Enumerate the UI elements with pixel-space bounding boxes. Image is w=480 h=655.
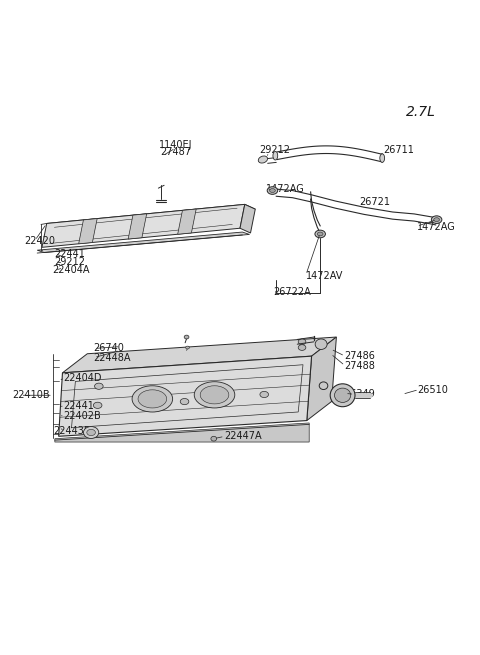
Ellipse shape <box>267 187 278 195</box>
Text: 1472AG: 1472AG <box>266 184 305 194</box>
Text: 22441: 22441 <box>63 401 94 411</box>
Ellipse shape <box>432 216 442 223</box>
Text: 22447A: 22447A <box>225 431 263 441</box>
Polygon shape <box>128 214 147 239</box>
Ellipse shape <box>138 390 167 408</box>
Text: 26510: 26510 <box>418 384 448 394</box>
Ellipse shape <box>180 398 189 405</box>
Ellipse shape <box>298 339 306 345</box>
Text: 2.7L: 2.7L <box>407 105 436 119</box>
Text: 29212: 29212 <box>259 145 290 155</box>
Ellipse shape <box>330 384 355 407</box>
Ellipse shape <box>84 426 99 438</box>
Text: 22404A: 22404A <box>52 265 90 275</box>
Text: 27487: 27487 <box>160 147 191 157</box>
Text: 27486: 27486 <box>344 351 375 361</box>
Polygon shape <box>178 209 196 234</box>
Text: 26349: 26349 <box>344 389 375 400</box>
Polygon shape <box>240 204 255 233</box>
Polygon shape <box>55 423 309 442</box>
Text: 26722A: 26722A <box>274 287 311 297</box>
Ellipse shape <box>87 430 96 436</box>
Text: 1472AG: 1472AG <box>417 222 456 233</box>
Text: 1472AV: 1472AV <box>306 271 343 281</box>
Ellipse shape <box>94 402 102 409</box>
Ellipse shape <box>380 154 384 162</box>
Ellipse shape <box>211 436 216 441</box>
Text: 26721: 26721 <box>360 197 390 208</box>
Polygon shape <box>59 356 312 436</box>
Polygon shape <box>47 204 255 228</box>
Ellipse shape <box>186 346 190 349</box>
Ellipse shape <box>298 345 306 350</box>
Polygon shape <box>62 337 336 373</box>
Polygon shape <box>79 219 97 244</box>
Ellipse shape <box>258 156 267 163</box>
Polygon shape <box>42 204 245 248</box>
Text: 22420: 22420 <box>24 236 55 246</box>
Polygon shape <box>307 337 336 421</box>
Text: 26711: 26711 <box>383 145 414 155</box>
Ellipse shape <box>273 151 278 160</box>
Text: 22441: 22441 <box>54 248 85 259</box>
Ellipse shape <box>315 339 327 350</box>
Ellipse shape <box>194 382 235 408</box>
Ellipse shape <box>270 189 276 193</box>
Text: 22404D: 22404D <box>63 373 102 383</box>
Text: 1140EJ: 1140EJ <box>159 140 192 150</box>
Text: 26740: 26740 <box>93 343 124 354</box>
Text: 22443B: 22443B <box>53 426 91 436</box>
Ellipse shape <box>200 386 229 404</box>
Ellipse shape <box>260 392 268 398</box>
Text: 27488: 27488 <box>344 361 375 371</box>
Ellipse shape <box>95 383 103 389</box>
Ellipse shape <box>315 230 325 238</box>
Text: 22402B: 22402B <box>63 411 101 421</box>
Ellipse shape <box>184 335 189 339</box>
Ellipse shape <box>317 232 323 236</box>
Ellipse shape <box>335 388 351 402</box>
Polygon shape <box>37 232 250 253</box>
Text: 22448A: 22448A <box>93 352 131 363</box>
Text: 22410B: 22410B <box>12 390 49 400</box>
Ellipse shape <box>132 386 173 412</box>
Ellipse shape <box>434 217 440 221</box>
Text: 29212: 29212 <box>54 257 85 267</box>
